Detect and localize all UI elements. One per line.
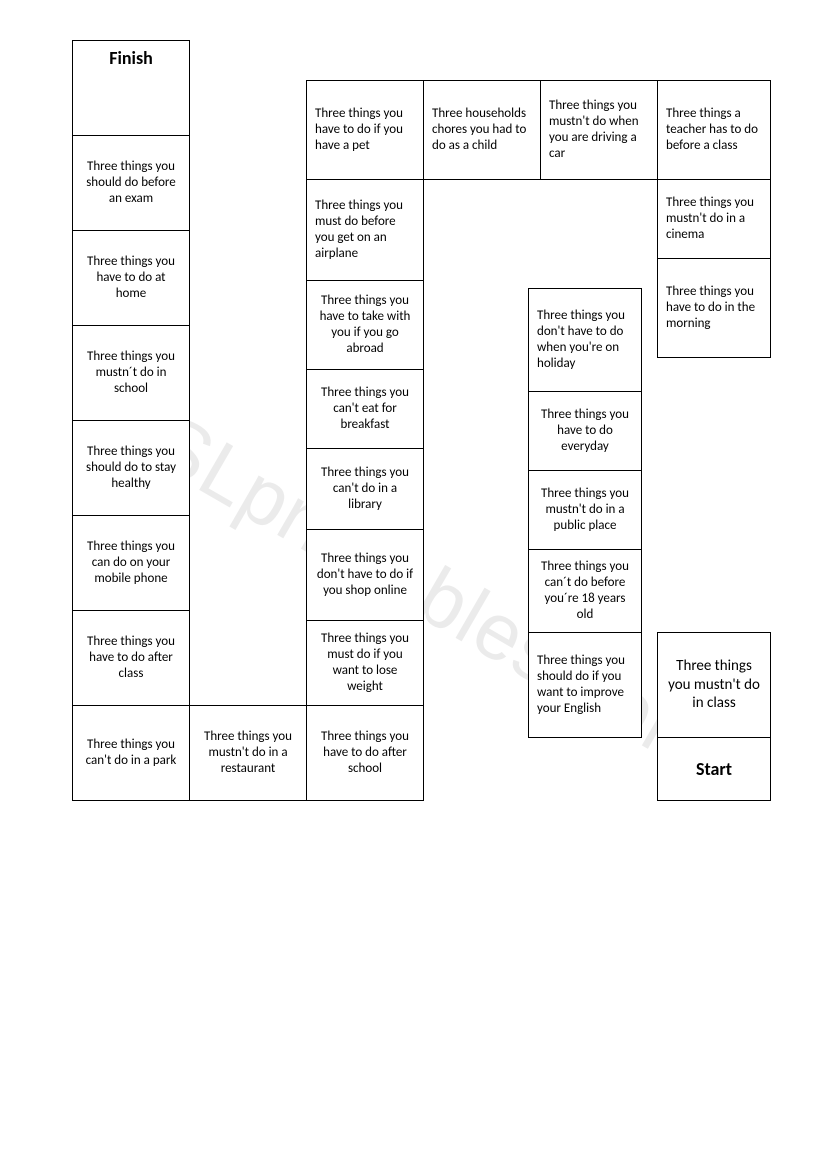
cell-english: Three things you should do if you want t… (528, 632, 642, 738)
cell-park: Three things you can't do in a park (72, 705, 190, 801)
cell-text: Three things you mustn't do in a public … (537, 486, 633, 535)
cell-text: Three things you have to do if you have … (315, 106, 415, 155)
cell-text: Three households chores you had to do as… (432, 106, 532, 155)
cell-text: Three things you can't do in a library (315, 465, 415, 514)
cell-text: Three things you have to do after school (315, 729, 415, 778)
cell-text: Three things you mustn't do when you are… (549, 98, 649, 163)
cell-healthy: Three things you should do to stay healt… (72, 420, 190, 516)
cell-text: Three things you don't have to do when y… (537, 308, 633, 373)
cell-airplane: Three things you must do before you get … (306, 179, 424, 281)
cell-exam: Three things you should do before an exa… (72, 135, 190, 231)
cell-text: Three things you mustn't do in class (666, 657, 762, 713)
cell-everyday: Three things you have to do everyday (528, 391, 642, 471)
cell-text: Three things you have to do in the morni… (666, 284, 762, 333)
cell-school-mustnt: Three things you mustn´t do in school (72, 325, 190, 421)
cell-publicplace: Three things you mustn't do in a public … (528, 470, 642, 550)
cell-18years: Three things you can´t do before you´re … (528, 549, 642, 633)
cell-text: Three things you can't eat for breakfast (315, 385, 415, 434)
cell-driving: Three things you mustn't do when you are… (540, 80, 658, 180)
cell-abroad: Three things you have to take with you i… (306, 280, 424, 370)
cell-finish: Finish (72, 40, 190, 136)
cell-text: Three things you have to do at home (81, 254, 181, 303)
cell-library: Three things you can't do in a library (306, 448, 424, 530)
cell-text: Three things you mustn´t do in school (81, 349, 181, 398)
cell-text: Three things you don't have to do if you… (315, 551, 415, 600)
start-label: Start (666, 758, 762, 781)
cell-start: Start (657, 737, 771, 801)
cell-text: Three things you have to take with you i… (315, 293, 415, 358)
cell-home: Three things you have to do at home (72, 230, 190, 326)
cell-text: Three things a teacher has to do before … (666, 106, 762, 155)
finish-label: Finish (81, 47, 181, 70)
cell-restaurant: Three things you mustn't do in a restaur… (189, 705, 307, 801)
cell-text: Three things you should do to stay healt… (81, 444, 181, 493)
cell-pet: Three things you have to do if you have … (306, 80, 424, 180)
cell-household: Three households chores you had to do as… (423, 80, 541, 180)
cell-afterschool: Three things you have to do after school (306, 705, 424, 801)
cell-mobile: Three things you can do on your mobile p… (72, 515, 190, 611)
cell-cinema: Three things you mustn't do in a cinema (657, 179, 771, 259)
cell-afterclass: Three things you have to do after class (72, 610, 190, 706)
cell-text: Three things you should do if you want t… (537, 653, 633, 718)
cell-breakfast: Three things you can't eat for breakfast (306, 369, 424, 449)
cell-text: Three things you mustn't do in a restaur… (198, 729, 298, 778)
cell-text: Three things you mustn't do in a cinema (666, 195, 762, 244)
cell-holiday: Three things you don't have to do when y… (528, 288, 642, 392)
cell-text: Three things you can do on your mobile p… (81, 539, 181, 588)
cell-text: Three things you must do before you get … (315, 198, 415, 263)
cell-text: Three things you have to do everyday (537, 407, 633, 456)
cell-text: Three things you should do before an exa… (81, 159, 181, 208)
cell-teacher: Three things a teacher has to do before … (657, 80, 771, 180)
cell-text: Three things you have to do after class (81, 634, 181, 683)
cell-text: Three things you can´t do before you´re … (537, 559, 633, 624)
cell-class-mustnt: Three things you mustn't do in class (657, 632, 771, 738)
cell-text: Three things you must do if you want to … (315, 631, 415, 696)
cell-morning: Three things you have to do in the morni… (657, 258, 771, 358)
cell-loseweight: Three things you must do if you want to … (306, 620, 424, 706)
cell-text: Three things you can't do in a park (81, 737, 181, 770)
cell-shoponline: Three things you don't have to do if you… (306, 529, 424, 621)
